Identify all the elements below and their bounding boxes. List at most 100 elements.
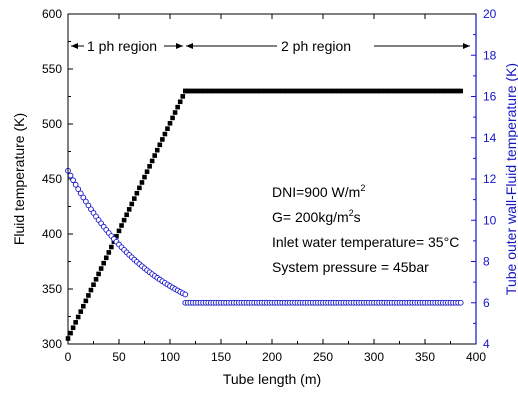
fluid-temperature-marker (152, 153, 157, 158)
x-tick-label: 300 (364, 350, 384, 364)
fluid-temperature-marker (147, 164, 152, 169)
fluid-temperature-marker (93, 277, 99, 282)
fluid-temperature-marker (236, 88, 242, 94)
fluid-temperature-marker (70, 325, 76, 331)
fluid-temperature-marker (302, 88, 308, 94)
fluid-temperature-marker (338, 88, 344, 94)
fluid-temperature-marker (195, 88, 201, 94)
fluid-temperature-marker (254, 88, 259, 94)
wall-fluid-delta-marker (82, 198, 89, 205)
wall-fluid-delta-marker (72, 181, 79, 188)
annotation-g-text: G= 200kg/m (272, 209, 349, 225)
fluid-temperature-marker (165, 126, 170, 131)
fluid-temperature-marker (267, 88, 272, 94)
region-1-label: 1 ph region (87, 38, 157, 54)
y2-tick-label: 20 (483, 7, 497, 21)
fluid-temperature-marker (83, 298, 89, 304)
fluid-temperature-marker (226, 88, 231, 94)
fluid-temperature-marker (425, 88, 430, 94)
fluid-temperature-marker (445, 88, 451, 94)
fluid-temperature-marker (448, 88, 453, 94)
fluid-temperature-marker (78, 309, 84, 314)
fluid-temperature-marker (415, 88, 420, 94)
fluid-temperature-marker (379, 88, 384, 94)
region-2-arrowhead-right (463, 43, 470, 49)
fluid-temperature-marker (333, 88, 339, 94)
fluid-temperature-marker (216, 88, 221, 94)
fluid-temperature-marker (223, 88, 229, 94)
fluid-temperature-marker (336, 88, 341, 94)
wall-fluid-delta-marker (85, 202, 92, 209)
x-tick-label: 250 (313, 350, 333, 364)
region-1-annotation: 1 ph region (71, 38, 183, 54)
y-tick-label: 450 (42, 172, 62, 186)
fluid-temperature-marker (356, 88, 361, 94)
fluid-temperature-marker (397, 88, 402, 94)
fluid-temperature-marker (190, 88, 196, 94)
fluid-temperature-marker (98, 266, 104, 271)
x-axis-title: Tube length (m) (223, 371, 321, 387)
fluid-temperature-marker (68, 330, 73, 336)
y2-tick-label: 12 (483, 172, 497, 186)
fluid-temperature-marker (315, 88, 321, 94)
fluid-temperature-marker (162, 131, 168, 137)
wall-fluid-delta-marker (67, 172, 74, 179)
fluid-temperature-marker (124, 212, 129, 218)
fluid-temperature-marker (328, 88, 333, 94)
fluid-temperature-marker (277, 88, 282, 94)
fluid-temperature-marker (404, 88, 410, 94)
fluid-temperature-marker (320, 88, 326, 94)
fluid-temperature-marker (330, 88, 336, 94)
y-tick-label: 500 (42, 117, 62, 131)
fluid-temperature-marker (432, 88, 438, 94)
wall-fluid-delta-marker (80, 194, 87, 201)
x-tick-label: 350 (415, 350, 435, 364)
y2-tick-label: 8 (483, 255, 490, 269)
fluid-temperature-marker (295, 88, 300, 94)
annotation-g-sup: 2 (349, 208, 354, 218)
fluid-temperature-marker (208, 88, 214, 94)
fluid-temperature-marker (279, 88, 285, 94)
fluid-temperature-marker (249, 88, 254, 94)
fluid-temperature-marker (323, 88, 328, 94)
annotation-inlet-temperature: Inlet water temperature= 35°C (272, 234, 459, 250)
x-tick-label: 400 (466, 350, 486, 364)
fluid-temperature-marker (75, 314, 81, 320)
y2-axis-title: Tube outer wall-Fluid temperature (K) (503, 63, 518, 295)
fluid-temperature-marker (73, 320, 78, 325)
fluid-temperature-marker (384, 88, 390, 94)
y2-tick-label: 10 (483, 213, 497, 227)
fluid-temperature-marker (305, 88, 310, 94)
fluid-temperature-marker (450, 88, 456, 94)
fluid-temperature-marker (244, 88, 249, 94)
y2-tick-label: 16 (483, 90, 497, 104)
wall-fluid-delta-marker (77, 190, 84, 197)
fluid-temperature-marker (239, 88, 244, 94)
fluid-temperature-marker (142, 174, 147, 180)
fluid-temperature-marker (114, 233, 119, 239)
fluid-temperature-marker (341, 88, 346, 94)
fluid-temperature-marker (91, 282, 96, 287)
fluid-temperature-marker (180, 94, 186, 99)
y-tick-label: 300 (42, 337, 62, 351)
fluid-temperature-marker (440, 88, 446, 94)
fluid-temperature-marker (427, 88, 433, 94)
fluid-temperature-marker (106, 250, 112, 255)
fluid-temperature-marker (234, 88, 239, 94)
wall-fluid-delta-marker (75, 186, 82, 192)
y-tick-label: 550 (42, 62, 62, 76)
fluid-temperature-marker (160, 137, 165, 142)
fluid-temperature-marker (211, 88, 216, 94)
fluid-temperature-marker (183, 88, 188, 94)
fluid-temperature-marker (287, 88, 293, 94)
fluid-temperature-marker (170, 115, 175, 121)
fluid-temperature-marker (241, 88, 247, 94)
fluid-temperature-marker (157, 142, 163, 148)
fluid-temperature-marker (371, 88, 377, 94)
wall-fluid-delta-marker (182, 291, 189, 298)
fluid-temperature-marker (348, 88, 354, 94)
fluid-temperature-marker (167, 120, 173, 126)
fluid-temperature-marker (231, 88, 237, 94)
fluid-temperature-marker (188, 88, 193, 94)
